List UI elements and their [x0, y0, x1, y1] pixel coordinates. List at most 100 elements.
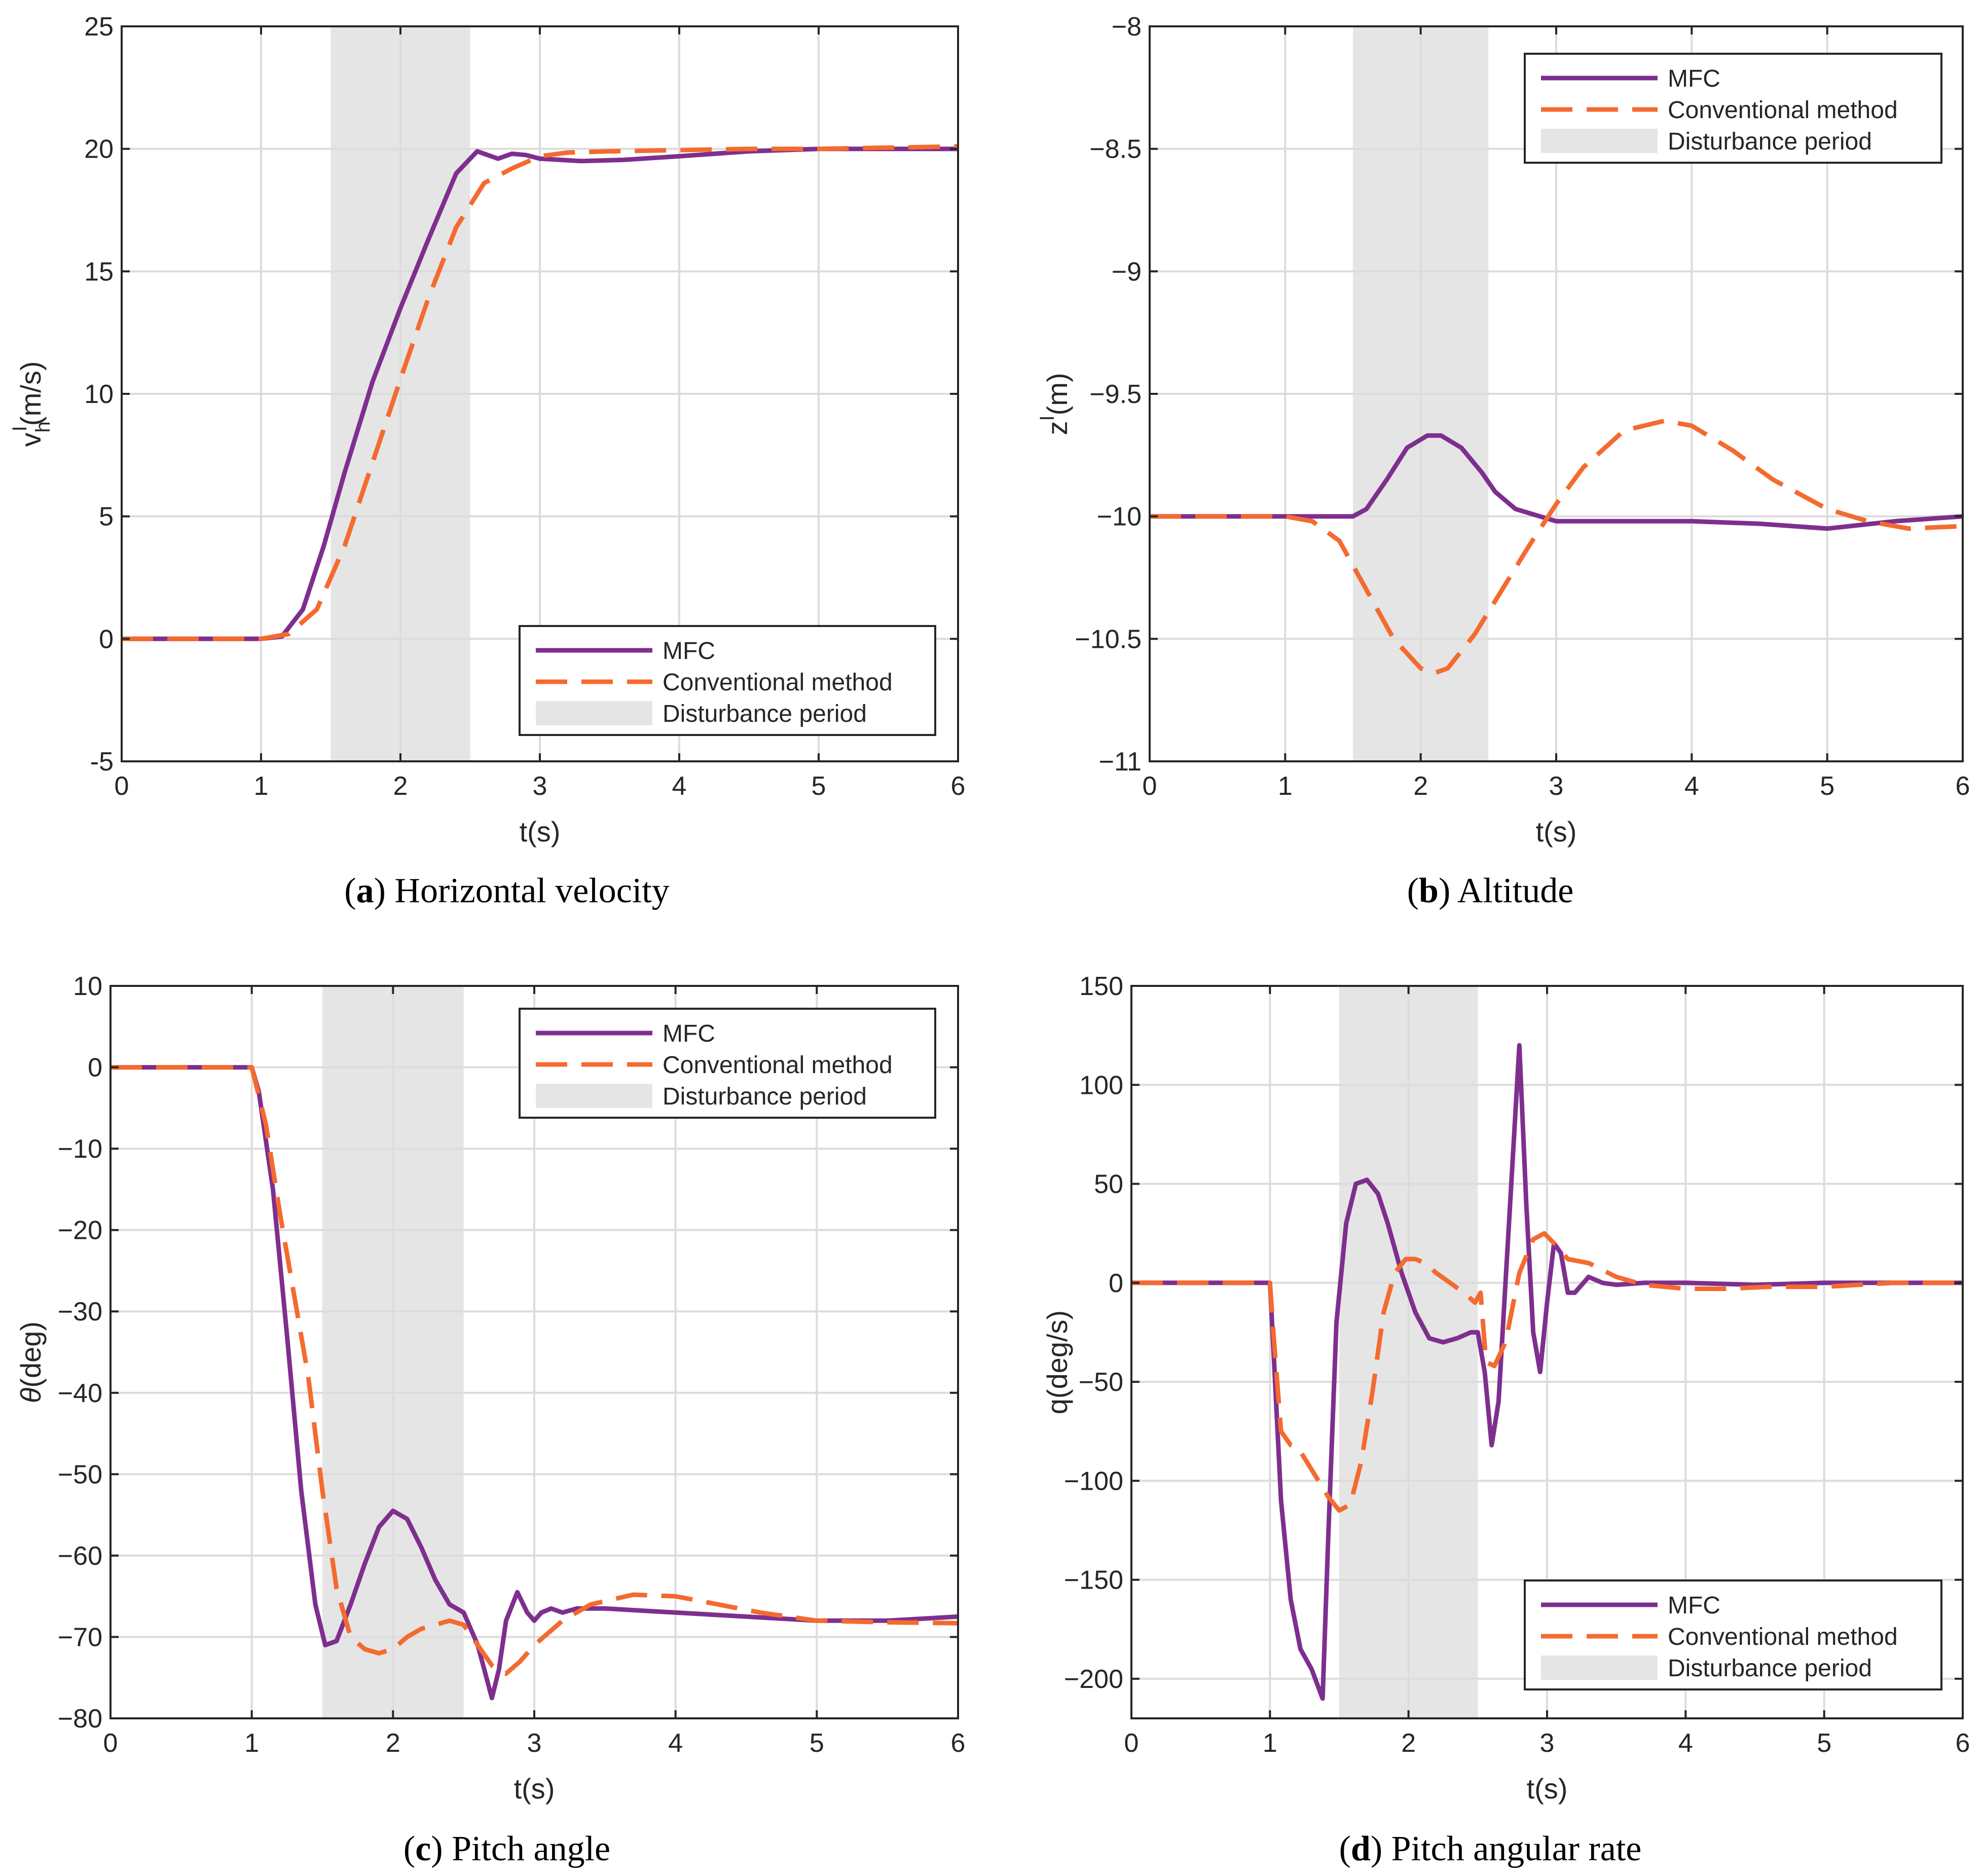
series-line-mfc: [1150, 433, 1963, 531]
y-tick-label: −50: [58, 1460, 102, 1489]
legend-label: MFC: [663, 638, 715, 665]
y-tick-label: 150: [1079, 972, 1123, 1001]
legend-label: Disturbance period: [663, 701, 867, 727]
panel-label-letter: d: [1351, 1829, 1371, 1868]
y-tick-label: −50: [1079, 1368, 1123, 1397]
legend-label: Conventional method: [663, 669, 893, 696]
x-tick-label: 2: [1413, 771, 1428, 801]
panel-label-paren-open: (: [403, 1829, 415, 1868]
y-axis-label-sub: h: [32, 421, 54, 432]
legend-label: MFC: [663, 1020, 715, 1047]
y-tick-label: 100: [1079, 1071, 1123, 1100]
panel-label-paren-close: ): [1371, 1829, 1391, 1868]
x-tick-label: 4: [668, 1728, 683, 1758]
y-tick-label: −80: [58, 1704, 102, 1734]
y-tick-label: −20: [58, 1216, 102, 1245]
legend: MFC Conventional method Disturbance period: [519, 625, 936, 736]
y-axis-label: vhI(m/s): [9, 361, 54, 447]
y-tick-label: −30: [58, 1297, 102, 1327]
y-tick-label: −9: [1112, 257, 1142, 286]
x-tick-label: 6: [1956, 1728, 1970, 1758]
y-tick-label: −200: [1064, 1665, 1123, 1694]
legend-swatch-disturbance: [536, 701, 652, 725]
series-line-conventional: [1131, 1231, 1963, 1513]
x-tick-label: 5: [812, 771, 826, 801]
x-tick-label: 3: [1540, 1728, 1555, 1758]
legend-label: Conventional method: [1668, 97, 1898, 124]
x-tick-label: 3: [533, 771, 547, 801]
chart-panel-a: 0 1 2 3 4 5 6-50510152025t(s)vhI(m/s)MFCConven…: [9, 12, 965, 910]
legend: MFC Conventional method Disturbance period: [519, 1008, 936, 1119]
x-axis-label: t(s): [1527, 1773, 1568, 1805]
y-tick-label: 0: [99, 624, 114, 654]
y-tick-label: −70: [58, 1623, 102, 1652]
series-line-conventional: [122, 144, 959, 641]
panel-label-paren-open: (: [1339, 1829, 1351, 1868]
y-axis-label-unit: (deg): [15, 1321, 47, 1388]
chart-panel-b: 0 1 2 3 4 5 6 −11 −10.5 −10 −9.5 −9 −8.5 −8 t(s) zI(m) M…: [1036, 12, 1970, 910]
panel-label-letter: b: [1419, 871, 1439, 910]
x-tick-label: 6: [1956, 771, 1970, 801]
y-tick-label: -5: [90, 747, 114, 777]
y-tick-label: −10.5: [1075, 624, 1142, 654]
y-axis-label-base: v: [15, 432, 47, 447]
x-tick-label: 5: [1820, 771, 1834, 801]
y-axis-label-base: θ: [15, 1388, 47, 1403]
y-axis-label: θ(deg): [15, 1321, 47, 1403]
panel-label-letter: a: [356, 871, 374, 910]
x-tick-label: 0: [103, 1728, 118, 1758]
y-tick-label: −40: [58, 1379, 102, 1408]
y-axis-label: zI(m): [1036, 373, 1073, 435]
x-tick-label: 0: [1143, 771, 1157, 801]
x-tick-label: 1: [1278, 771, 1293, 801]
x-tick-label: 1: [254, 771, 269, 801]
legend-swatch-disturbance: [536, 1084, 652, 1108]
panel-caption: (d) Pitch angular rate: [1339, 1829, 1642, 1868]
y-axis-label-unit: (m): [1041, 373, 1073, 415]
y-axis-label-unit: (deg/s): [1041, 1310, 1073, 1399]
y-tick-label: 0: [88, 1053, 102, 1083]
panel-caption-text: Pitch angle: [452, 1829, 610, 1868]
y-tick-label: −8: [1112, 12, 1142, 42]
legend-label: Disturbance period: [1668, 128, 1872, 155]
x-tick-label: 5: [810, 1728, 824, 1758]
x-tick-label: 1: [244, 1728, 259, 1758]
x-tick-label: 2: [1401, 1728, 1416, 1758]
legend-swatch-disturbance: [1541, 129, 1658, 153]
x-tick-label: 5: [1817, 1728, 1831, 1758]
y-tick-label: −100: [1064, 1466, 1123, 1496]
legend-label: Disturbance period: [1668, 1655, 1872, 1682]
x-tick-label: 2: [386, 1728, 400, 1758]
y-tick-label: −10: [1097, 502, 1142, 532]
y-tick-label: −60: [58, 1541, 102, 1571]
panel-caption: (b) Altitude: [1407, 871, 1574, 910]
panel-label-letter: c: [415, 1829, 431, 1868]
y-tick-label: −10: [58, 1134, 102, 1164]
series-line-mfc: [122, 146, 958, 641]
chart-panel-d: 0 1 2 3 4 5 6 −200 −150 −100 −50 0 50 100 150 t(s) q(deg…: [1041, 972, 1970, 1868]
x-tick-label: 2: [393, 771, 408, 801]
series-line-conventional: [1150, 418, 1963, 676]
panel-label-paren-open: (: [344, 871, 356, 910]
y-tick-label: 20: [84, 135, 114, 164]
series-line-mfc: [1131, 1043, 1963, 1701]
y-axis-label-base: q: [1041, 1399, 1073, 1414]
y-tick-label: 50: [1094, 1170, 1123, 1199]
x-tick-label: 0: [1124, 1728, 1139, 1758]
legend-label: Conventional method: [663, 1052, 893, 1079]
y-axis-label-sup: I: [9, 426, 31, 431]
x-tick-label: 6: [951, 771, 966, 801]
y-tick-label: −9.5: [1089, 380, 1142, 409]
panel-label-paren-close: ): [431, 1829, 452, 1868]
legend: MFC Conventional method Disturbance period: [1524, 53, 1942, 164]
series-line-conventional: [111, 1065, 959, 1676]
x-axis-label: t(s): [514, 1773, 555, 1805]
x-tick-label: 6: [951, 1728, 966, 1758]
panel-caption-text: Altitude: [1457, 871, 1573, 910]
panel-caption-text: Pitch angular rate: [1391, 1829, 1642, 1868]
y-tick-label: −150: [1064, 1566, 1123, 1595]
x-tick-label: 4: [1684, 771, 1699, 801]
panel-label-paren-open: (: [1407, 871, 1419, 910]
panel-label-paren-close: ): [374, 871, 395, 910]
